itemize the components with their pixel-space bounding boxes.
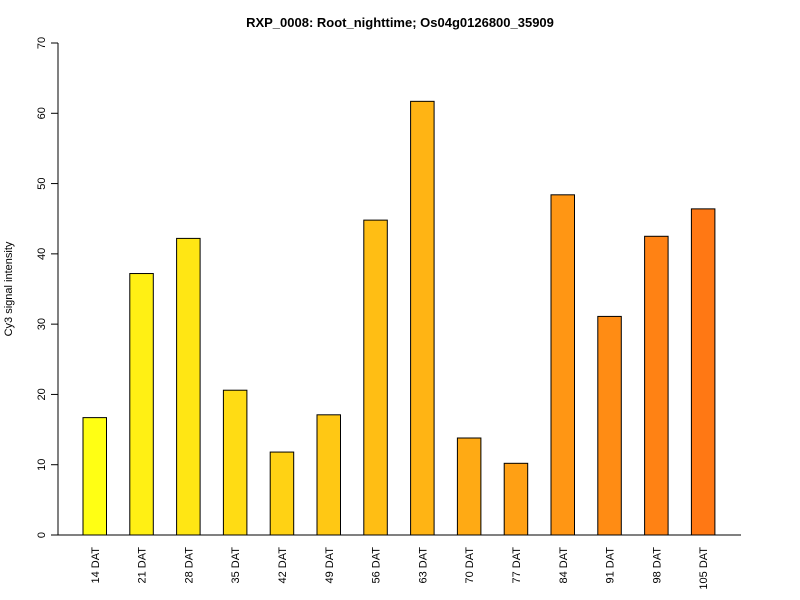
y-tick-label: 60	[36, 107, 48, 119]
x-tick-label: 49 DAT	[324, 547, 336, 584]
x-tick-label: 105 DAT	[698, 547, 710, 590]
bars-group	[82, 100, 716, 536]
x-tick-label: 21 DAT	[137, 547, 149, 584]
y-tick-label: 70	[36, 37, 48, 49]
y-tick-label: 0	[36, 532, 48, 538]
bar-98-dat	[644, 235, 669, 536]
x-tick-label: 35 DAT	[230, 547, 242, 584]
y-tick-label: 30	[36, 318, 48, 330]
chart-title: RXP_0008: Root_nighttime; Os04g0126800_3…	[246, 15, 554, 30]
bar-63-dat	[410, 100, 435, 536]
bar-42-dat	[269, 451, 295, 536]
bar-28-dat	[176, 237, 201, 536]
bar-49-dat	[316, 414, 341, 536]
x-tick-label: 70 DAT	[464, 547, 476, 584]
bar-70-dat	[456, 437, 482, 536]
x-tick-label: 63 DAT	[417, 547, 429, 584]
x-axis-tick-labels: 14 DAT 21 DAT 28 DAT 35 DAT 42 DAT 49 DAT 56 D…	[90, 547, 710, 590]
x-tick-label: 14 DAT	[90, 547, 102, 584]
bar-14-dat	[82, 417, 107, 536]
bar-56-dat	[363, 219, 388, 536]
y-tick-label: 20	[36, 388, 48, 400]
y-axis-label: Cy3 signal intensity	[3, 241, 15, 336]
x-tick-label: 77 DAT	[511, 547, 523, 584]
bar-21-dat	[129, 273, 154, 536]
x-tick-label: 91 DAT	[605, 547, 617, 584]
y-tick-label: 50	[36, 177, 48, 189]
bar-91-dat	[597, 315, 622, 536]
y-tick-label: 10	[36, 459, 48, 471]
x-tick-label: 42 DAT	[277, 547, 289, 584]
y-axis: 0 10 20 30 40 50 60 70	[36, 37, 59, 538]
bar-84-dat	[550, 194, 575, 536]
bar-35-dat	[222, 389, 248, 536]
y-tick-label: 40	[36, 248, 48, 260]
x-tick-label: 98 DAT	[651, 547, 663, 584]
x-tick-label: 84 DAT	[558, 547, 570, 584]
bar-105-dat	[690, 208, 716, 536]
x-tick-label: 28 DAT	[183, 547, 195, 584]
bar-77-dat	[503, 462, 529, 536]
x-tick-label: 56 DAT	[371, 547, 383, 584]
